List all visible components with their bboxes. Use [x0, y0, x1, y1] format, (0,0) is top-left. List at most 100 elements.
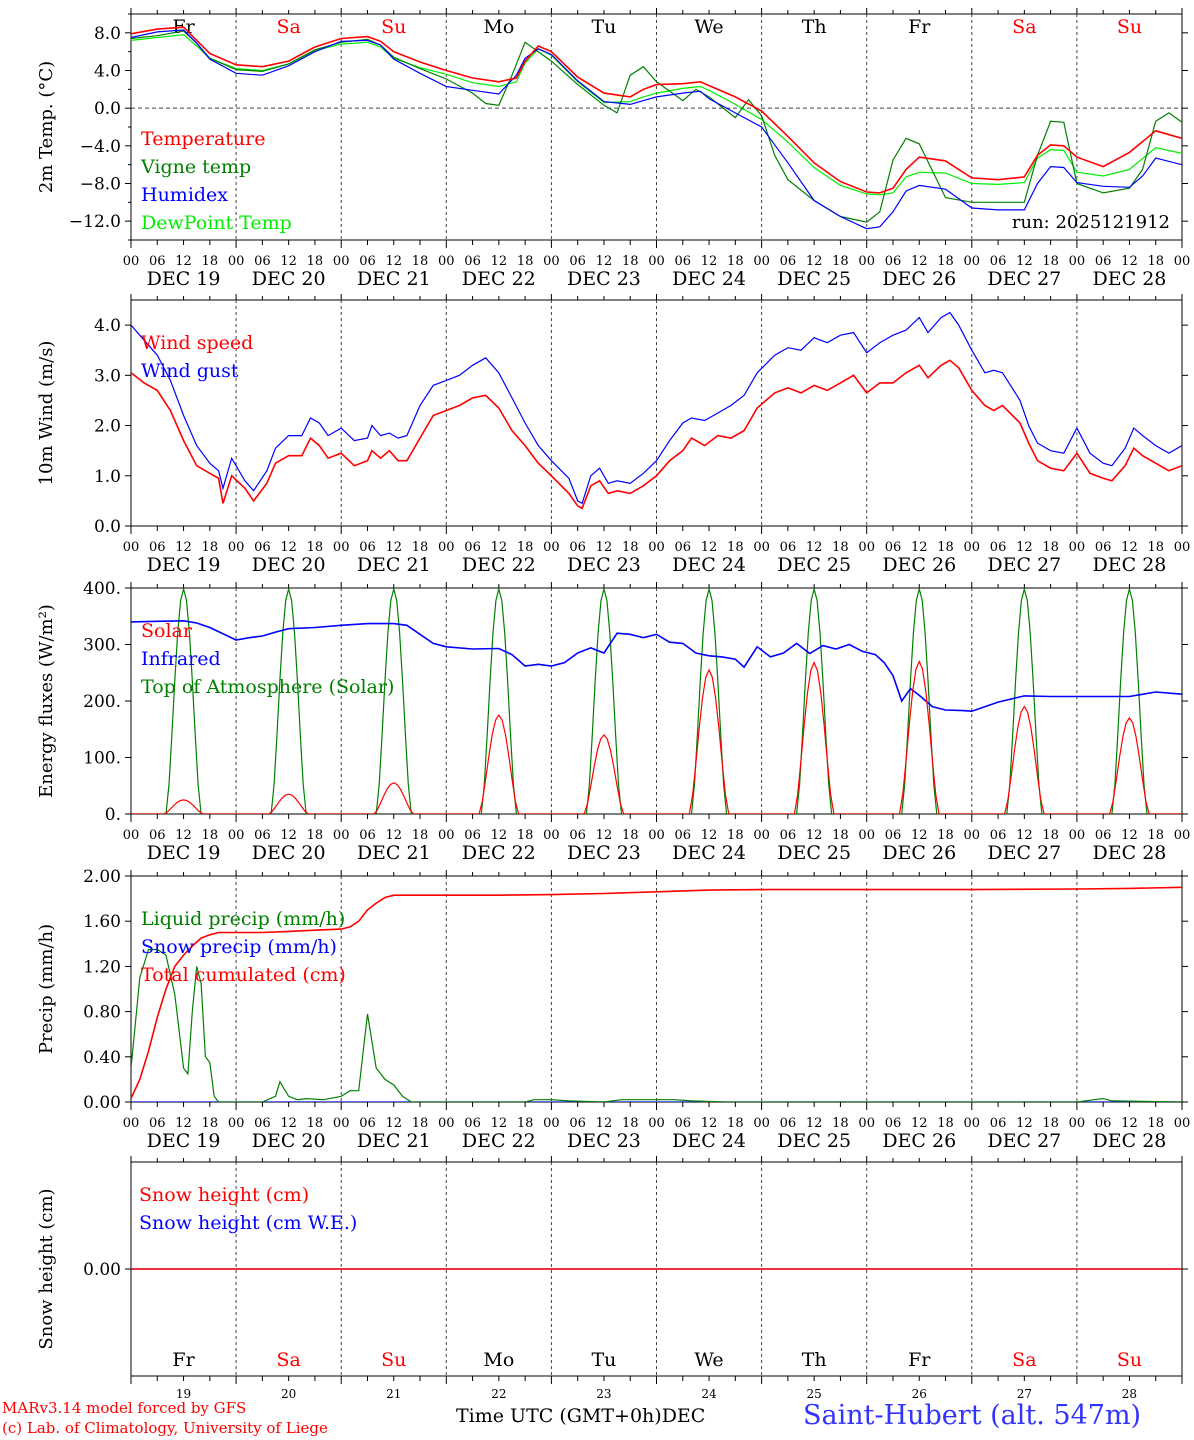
day-name-label: Sa	[276, 16, 300, 38]
x-date-label: DEC 26	[882, 554, 956, 576]
y-tick-label: 4.0	[94, 62, 121, 82]
x-hour-label: 18	[937, 254, 954, 269]
y-tick-label: 400.	[83, 579, 121, 599]
x-hour-label: 18	[307, 828, 324, 843]
x-hour-label: 00	[438, 828, 455, 843]
x-hour-label: 00	[1069, 540, 1086, 555]
x-hour-label: 18	[307, 254, 324, 269]
x-hour-label: 00	[1069, 828, 1086, 843]
panel-precip: 2.00 1.60 1.20 0.80 0.40 0.00 Precip (mm/h) 00 0…	[36, 867, 1190, 1152]
x-hour-label: 00	[1069, 254, 1086, 269]
x-hour-label: 00	[858, 540, 875, 555]
x-hour-label: 18	[412, 540, 429, 555]
x-hour-label: 12	[596, 254, 613, 269]
x-hour-label: 12	[1121, 254, 1138, 269]
legend-entry: Humidex	[141, 184, 228, 206]
day-number-label: 20	[281, 1387, 296, 1401]
x-date-label: DEC 26	[882, 1130, 956, 1152]
x-hour-label: 18	[622, 540, 639, 555]
x-hour-label: 12	[175, 1116, 192, 1131]
x-hour-label: 06	[569, 254, 586, 269]
x-hour-label: 06	[1095, 254, 1112, 269]
x-date-label: DEC 26	[882, 268, 956, 290]
x-hour-label: 12	[280, 1116, 297, 1131]
legend-entry: Snow height (cm W.E.)	[139, 1212, 357, 1234]
x-hour-label: 18	[412, 254, 429, 269]
x-hour-label: 12	[806, 1116, 823, 1131]
x-date-label: DEC 27	[987, 554, 1061, 576]
day-name-label: Fr	[172, 1349, 195, 1371]
y-tick-label: 300.	[83, 636, 121, 656]
x-hour-label: 06	[149, 1116, 166, 1131]
day-number-label: 28	[1122, 1387, 1137, 1401]
x-hour-label: 18	[307, 540, 324, 555]
x-hour-label: 00	[858, 254, 875, 269]
x-hour-label: 06	[675, 254, 692, 269]
x-hour-label: 00	[333, 1116, 350, 1131]
day-name-label: Su	[1117, 16, 1142, 38]
legend-entry: Snow precip (mm/h)	[141, 936, 337, 958]
x-hour-label: 12	[911, 828, 928, 843]
day-number-label: 24	[701, 1387, 717, 1401]
day-name-label: We	[694, 1349, 723, 1371]
x-hour-label: 12	[491, 828, 508, 843]
x-hour-label: 00	[228, 828, 245, 843]
x-hour-label: 12	[280, 254, 297, 269]
x-hour-label: 06	[359, 254, 376, 269]
x-hour-label: 12	[280, 540, 297, 555]
x-hour-label: 12	[175, 540, 192, 555]
x-hour-label: 18	[202, 540, 219, 555]
x-hour-label: 06	[149, 254, 166, 269]
x-date-label: DEC 27	[987, 1130, 1061, 1152]
x-hour-label: 06	[885, 540, 902, 555]
x-date-label: DEC 23	[567, 842, 641, 864]
y-tick-label: 2.00	[83, 867, 121, 887]
y-tick-label: 1.20	[83, 957, 121, 977]
series-line-humidex	[131, 29, 1182, 230]
panel-temp: 8.0 4.0 0.0 −4.0 −8.0 −12.0 2m Temp. (°C) 00 06 1…	[36, 8, 1190, 290]
x-date-label: DEC 27	[987, 842, 1061, 864]
x-hour-label: 06	[990, 1116, 1007, 1131]
x-hour-label: 12	[385, 828, 402, 843]
x-hour-label: 12	[701, 540, 718, 555]
day-name-label: Mo	[483, 1349, 514, 1371]
x-date-label: DEC 21	[357, 1130, 431, 1152]
x-date-label: DEC 19	[147, 1130, 221, 1152]
x-hour-label: 18	[1147, 540, 1164, 555]
y-axis-label: Energy fluxes (W/m²)	[36, 604, 57, 798]
x-hour-label: 00	[228, 1116, 245, 1131]
x-hour-label: 18	[622, 828, 639, 843]
series-line-liquid-precip-mm-h-	[131, 948, 1182, 1102]
x-hour-label: 12	[1121, 1116, 1138, 1131]
x-hour-label: 00	[964, 540, 981, 555]
series-line-dewpoint-temp	[131, 34, 1182, 196]
x-hour-label: 00	[648, 254, 665, 269]
x-hour-label: 00	[1174, 1116, 1191, 1131]
x-hour-label: 18	[622, 1116, 639, 1131]
series-line-total-cumulated-cm-	[131, 886, 1182, 1099]
y-axis-label: 2m Temp. (°C)	[36, 61, 57, 193]
x-hour-label: 18	[1147, 828, 1164, 843]
legend-entry: Solar	[141, 620, 193, 642]
series-line-top-of-atmosphere-solar-	[131, 588, 1182, 814]
y-tick-label: 0.00	[83, 1260, 121, 1280]
y-tick-label: −4.0	[80, 137, 121, 157]
x-hour-label: 12	[1016, 1116, 1033, 1131]
day-name-label: Sa	[1012, 1349, 1036, 1371]
x-date-label: DEC 21	[357, 554, 431, 576]
x-date-label: DEC 19	[147, 842, 221, 864]
y-tick-label: 0.0	[94, 99, 121, 119]
legend-entry: Liquid precip (mm/h)	[141, 908, 345, 930]
x-date-label: DEC 27	[987, 268, 1061, 290]
x-hour-label: 12	[596, 540, 613, 555]
x-hour-label: 18	[937, 828, 954, 843]
series-line-wind-gust	[131, 311, 1182, 505]
x-hour-label: 18	[202, 254, 219, 269]
x-hour-label: 06	[464, 254, 481, 269]
x-hour-label: 06	[464, 828, 481, 843]
x-hour-label: 00	[123, 540, 140, 555]
x-hour-label: 06	[780, 828, 797, 843]
x-hour-label: 18	[937, 540, 954, 555]
x-hour-label: 12	[1121, 828, 1138, 843]
x-hour-label: 00	[123, 1116, 140, 1131]
